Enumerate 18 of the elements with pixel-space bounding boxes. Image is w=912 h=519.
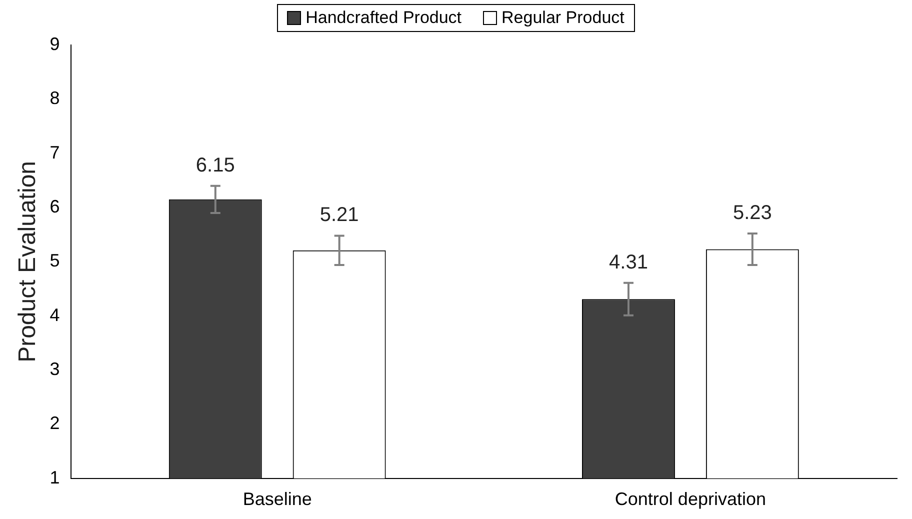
y-tick-label: 5 xyxy=(50,250,60,271)
y-tick-label: 4 xyxy=(50,304,60,325)
data-label: 4.31 xyxy=(609,251,648,274)
x-tick-label: Baseline xyxy=(242,489,312,510)
data-label: 6.15 xyxy=(196,154,235,176)
y-tick-label: 6 xyxy=(50,196,60,216)
legend-label: Handcrafted Product xyxy=(306,8,462,28)
legend-label: Regular Product xyxy=(502,8,624,28)
x-tick-label: Control deprivation xyxy=(614,489,766,510)
y-tick-label: 7 xyxy=(50,142,60,162)
y-tick-label: 9 xyxy=(50,34,60,54)
data-label: 5.21 xyxy=(320,204,359,226)
data-label: 5.23 xyxy=(732,202,772,224)
y-axis-title: Product Evaluation xyxy=(14,160,42,362)
y-tick-label: 1 xyxy=(50,467,60,488)
y-tick-label: 8 xyxy=(50,88,60,108)
y-tick-label: 2 xyxy=(50,413,60,434)
y-tick-label: 3 xyxy=(50,359,60,380)
